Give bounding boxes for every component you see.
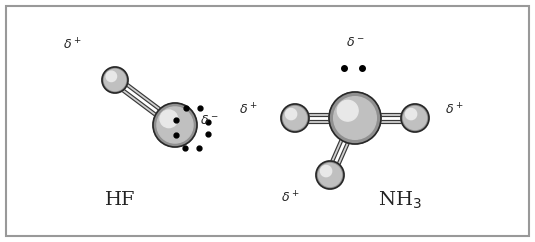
Text: $\delta^+$: $\delta^+$ <box>240 102 258 118</box>
Circle shape <box>281 104 309 132</box>
Circle shape <box>153 103 197 147</box>
Circle shape <box>334 97 376 139</box>
Text: $\delta^-$: $\delta^-$ <box>200 113 219 127</box>
Circle shape <box>104 69 126 91</box>
Circle shape <box>406 108 417 120</box>
Circle shape <box>106 71 117 82</box>
Text: NH$_3$: NH$_3$ <box>378 189 422 211</box>
Circle shape <box>401 104 429 132</box>
Circle shape <box>318 164 341 187</box>
Circle shape <box>316 161 344 189</box>
Circle shape <box>338 100 358 121</box>
Text: $\delta^+$: $\delta^+$ <box>281 190 300 206</box>
Text: $\delta^-$: $\delta^-$ <box>346 36 364 48</box>
Circle shape <box>286 108 297 120</box>
Circle shape <box>160 110 178 128</box>
Circle shape <box>403 106 426 129</box>
Text: $\delta^+$: $\delta^+$ <box>445 102 464 118</box>
Circle shape <box>157 107 193 143</box>
Circle shape <box>329 92 381 144</box>
Circle shape <box>320 166 332 177</box>
Circle shape <box>284 106 307 129</box>
Circle shape <box>102 67 128 93</box>
Text: HF: HF <box>105 191 135 209</box>
Text: $\delta^+$: $\delta^+$ <box>63 37 81 53</box>
